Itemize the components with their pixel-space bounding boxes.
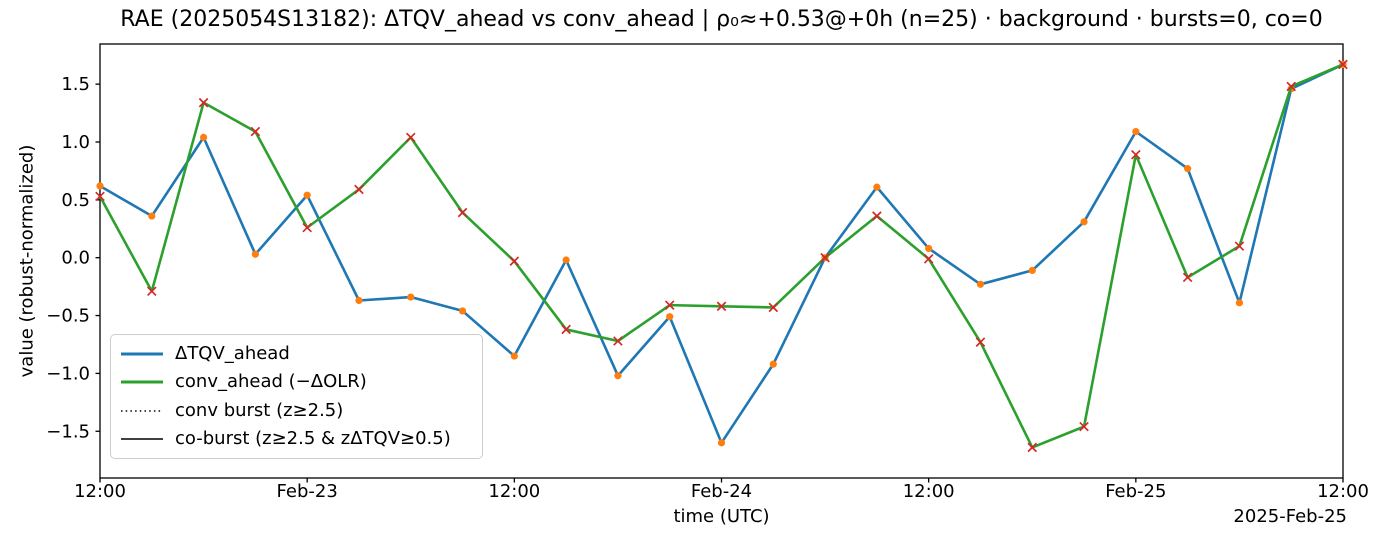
conv-point-marker — [872, 211, 882, 221]
dtqv-point-marker — [510, 352, 518, 360]
conv-point-marker — [975, 337, 986, 347]
conv-point-marker — [1079, 421, 1089, 432]
legend-item: conv burst (z≥2.5) — [119, 398, 482, 424]
x-tick-label: Feb-25 — [1105, 481, 1166, 502]
conv-point-marker — [250, 126, 261, 137]
conv-point-marker — [509, 256, 520, 266]
y-tick-label: 1.0 — [61, 132, 90, 153]
x-tick-label: 12:00 — [74, 481, 126, 502]
conv-point-marker — [1182, 272, 1193, 283]
conv-point-marker — [923, 254, 934, 264]
dtqv-point-marker — [562, 256, 570, 264]
y-tick-label: 1.5 — [61, 74, 90, 95]
dtqv-point-marker — [717, 439, 726, 447]
legend-item: co-burst (z≥2.5 & zΔTQV≥0.5) — [119, 426, 482, 452]
legend-line-sample — [121, 438, 163, 440]
dtqv-point-marker — [873, 183, 881, 191]
dtqv-point-marker — [1028, 266, 1036, 275]
dtqv-point-marker — [251, 250, 259, 258]
dtqv-point-marker — [976, 280, 985, 288]
dtqv-point-marker — [925, 244, 933, 253]
dtqv-point-marker — [1132, 127, 1140, 136]
x-tick-label: 12:00 — [488, 481, 540, 502]
dtqv-point-marker — [458, 307, 467, 315]
legend-item: ΔTQV_ahead — [119, 341, 482, 367]
conv-point-marker — [1027, 442, 1038, 453]
y-tick-label: −1.0 — [46, 363, 90, 384]
dtqv-point-marker — [303, 191, 311, 199]
conv-point-marker — [820, 252, 830, 263]
dtqv-point-marker — [355, 296, 363, 305]
x-tick-label: Feb-24 — [691, 481, 752, 502]
conv-point-marker — [457, 207, 468, 218]
conv-point-marker — [198, 97, 209, 108]
dtqv-point-marker — [96, 182, 104, 190]
conv-point-marker — [664, 300, 675, 310]
legend-line-sample — [121, 352, 163, 356]
conv-point-marker — [1338, 59, 1348, 70]
dtqv-point-marker — [407, 293, 415, 301]
conv-point-marker — [1234, 241, 1245, 251]
conv-point-marker — [146, 286, 157, 297]
dtqv-point-marker — [1080, 218, 1088, 226]
x-tick-label: 12:00 — [1317, 481, 1369, 502]
legend: ΔTQV_ahead conv_ahead (−ΔOLR) conv burst (… — [110, 334, 483, 459]
conv-point-marker — [613, 336, 623, 346]
y-tick-label: 0.5 — [61, 190, 90, 211]
legend-item-label: co-burst (z≥2.5 & zΔTQV≥0.5) — [175, 427, 451, 449]
legend-item: conv_ahead (−ΔOLR) — [119, 369, 482, 395]
x-axis-label: time (UTC) — [673, 506, 770, 527]
conv-point-marker — [1286, 81, 1297, 92]
conv-point-marker — [561, 324, 571, 335]
dtqv-point-marker — [1184, 165, 1192, 173]
conv-point-marker — [354, 184, 364, 195]
dtqv-point-marker — [769, 360, 777, 368]
legend-item-label: conv_ahead (−ΔOLR) — [175, 371, 367, 393]
legend-item-label: ΔTQV_ahead — [175, 343, 290, 365]
conv-point-marker — [302, 222, 312, 233]
y-tick-label: 0.0 — [61, 248, 90, 269]
x-tick-label: Feb-23 — [277, 481, 338, 502]
conv-point-marker — [405, 132, 416, 143]
dtqv-point-marker — [199, 133, 208, 141]
legend-dotted-line-sample — [121, 409, 163, 412]
plot-title: RAE (2025054S13182): ΔTQV_ahead vs conv_… — [120, 7, 1323, 32]
legend-item-label: conv burst (z≥2.5) — [175, 399, 344, 421]
conv-point-marker — [716, 301, 727, 312]
legend-line-sample — [121, 380, 163, 384]
dtqv-point-marker — [1235, 299, 1244, 307]
corner-date-label: 2025-Feb-25 — [1233, 506, 1347, 527]
y-tick-label: −1.5 — [46, 421, 90, 442]
conv-point-marker — [1131, 149, 1141, 160]
y-tick-label: −0.5 — [46, 306, 90, 327]
x-tick-label: 12:00 — [903, 481, 955, 502]
dtqv-point-marker — [614, 372, 622, 380]
conv-point-marker — [768, 302, 779, 313]
dtqv-point-marker — [666, 313, 674, 321]
conv-point-marker — [95, 191, 105, 202]
dtqv-point-marker — [148, 212, 156, 220]
